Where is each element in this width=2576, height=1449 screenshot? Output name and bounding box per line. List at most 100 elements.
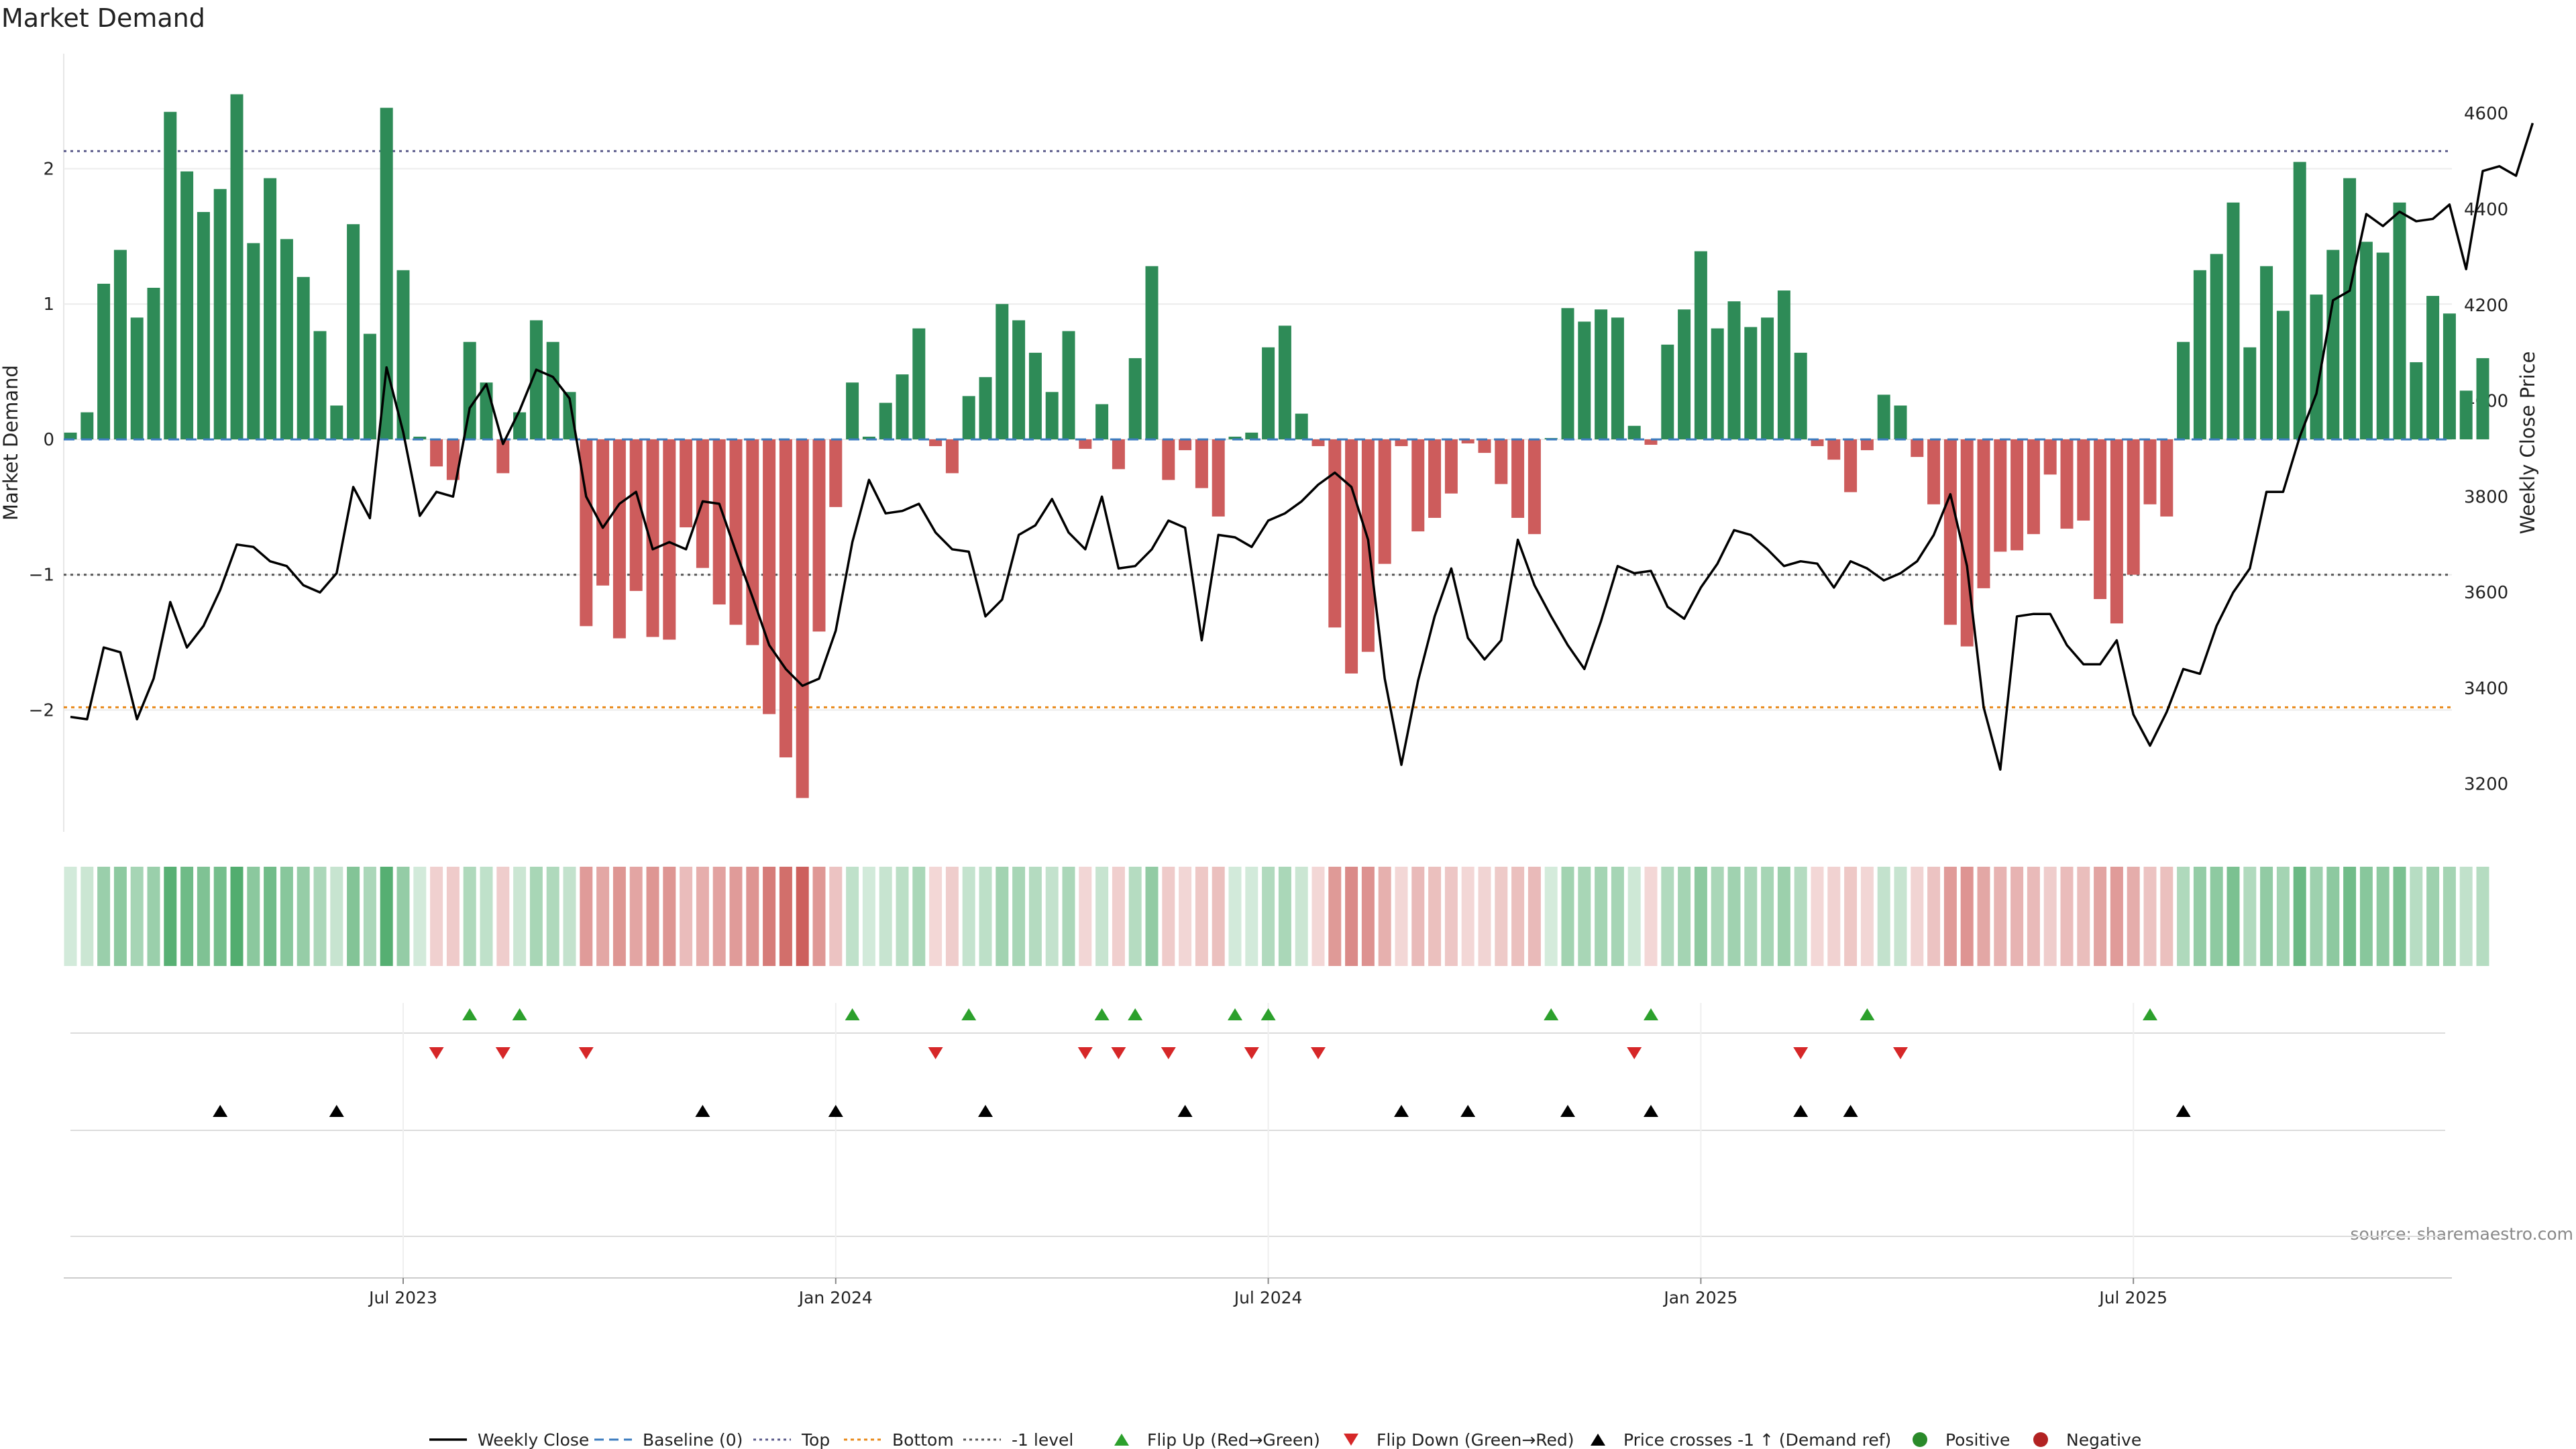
strip-cell [1595, 867, 1608, 966]
strip-cell [2343, 867, 2357, 966]
flip-down-marker [1077, 1047, 1093, 1059]
strip-cell [1495, 867, 1508, 966]
strip-cell [846, 867, 859, 966]
strip-cell [1877, 867, 1890, 966]
strip-cell [1844, 867, 1858, 966]
strip-cell [746, 867, 759, 966]
demand-bar [2293, 162, 2306, 439]
strip-cell [480, 867, 493, 966]
strip-cell [1511, 867, 1525, 966]
strip-cell [1378, 867, 1391, 966]
price-cross-marker [2176, 1105, 2191, 1117]
demand-bar [147, 288, 160, 439]
strip-cell [1744, 867, 1758, 966]
demand-bar [2143, 439, 2157, 504]
strip-cell [2226, 867, 2240, 966]
strip-cell [1328, 867, 1342, 966]
demand-bar [1328, 439, 1342, 628]
strip-cell [1228, 867, 1242, 966]
strip-cell [2443, 867, 2456, 966]
demand-bar [2376, 252, 2390, 439]
demand-bar [2110, 439, 2123, 624]
flip-up-marker [462, 1008, 478, 1020]
legend-label: -1 level [1012, 1430, 1073, 1449]
demand-bar [680, 439, 693, 528]
strip-cell [2094, 867, 2107, 966]
x-tick-label: Jan 2024 [798, 1288, 873, 1307]
demand-bar [197, 212, 210, 439]
flip-down-marker [578, 1047, 594, 1059]
demand-bar [1262, 347, 1275, 439]
flip-up-marker [1228, 1008, 1242, 1020]
strip-cell [1894, 867, 1907, 966]
demand-bar [2127, 439, 2140, 575]
demand-bar [1727, 301, 1741, 439]
demand-bar [1028, 352, 1042, 439]
demand-bar [2210, 254, 2223, 439]
demand-bar [1012, 320, 1026, 439]
flip-up-marker [845, 1008, 860, 1020]
demand-bar [1478, 439, 1491, 453]
strip-cell [396, 867, 410, 966]
strip-cell [264, 867, 277, 966]
demand-bar [1195, 439, 1208, 488]
strip-cell [280, 867, 293, 966]
demand-bar [1661, 344, 1674, 439]
demand-bar [996, 304, 1009, 439]
strip-cell [962, 867, 975, 966]
strip-cell [1028, 867, 1042, 966]
strip-cell [929, 867, 943, 966]
strip-cell [297, 867, 310, 966]
demand-bar [2459, 390, 2473, 439]
demand-bar [862, 436, 875, 439]
strip-cell [796, 867, 809, 966]
strip-cell [2160, 867, 2174, 966]
strip-cell [829, 867, 843, 966]
strip-cell [1777, 867, 1790, 966]
legend-triangle-up-icon [1591, 1434, 1605, 1446]
price-cross-marker [329, 1105, 344, 1117]
strip-cell [363, 867, 376, 966]
strip-cell [197, 867, 210, 966]
legend-circle-icon [1913, 1432, 1927, 1447]
price-cross-marker [978, 1105, 993, 1117]
demand-bar [879, 402, 892, 439]
legend-item: Positive [1913, 1430, 2010, 1449]
strip-cell [996, 867, 1009, 966]
price-cross-marker [1793, 1105, 1809, 1117]
strip-cell [1994, 867, 2007, 966]
strip-cell [1295, 867, 1308, 966]
flip-down-marker [1311, 1047, 1326, 1059]
price-cross-marker [1394, 1105, 1409, 1117]
strip-cell [1311, 867, 1325, 966]
strip-cell [896, 867, 909, 966]
left-tick-label: 0 [43, 430, 54, 450]
strip-cell [1195, 867, 1208, 966]
strip-cell [2359, 867, 2373, 966]
legend-item: Flip Down (Green→Red) [1344, 1430, 1574, 1449]
flip-down-marker [1244, 1047, 1259, 1059]
demand-bar [1345, 439, 1358, 674]
flip-up-marker [2143, 1008, 2157, 1020]
strip-cell [2077, 867, 2090, 966]
demand-bar [1045, 392, 1059, 439]
demand-bar [779, 439, 792, 758]
legend-label: Flip Down (Green→Red) [1377, 1430, 1574, 1449]
demand-bar [1162, 439, 1175, 480]
demand-bar [796, 439, 809, 798]
demand-bar [213, 189, 227, 439]
demand-bar [529, 320, 543, 439]
demand-bar [962, 396, 975, 439]
right-tick-label: 4400 [2464, 200, 2508, 220]
strip-cell [1411, 867, 1425, 966]
demand-bar [546, 341, 559, 439]
demand-bar [80, 412, 94, 439]
flip-down-marker [1627, 1047, 1642, 1059]
strip-cell [247, 867, 260, 966]
strip-cell [213, 867, 227, 966]
legend-label: Bottom [892, 1430, 954, 1449]
demand-bar [1927, 439, 1941, 504]
demand-bar [1311, 439, 1325, 447]
demand-bar [1644, 439, 1658, 445]
strip-cell [529, 867, 543, 966]
